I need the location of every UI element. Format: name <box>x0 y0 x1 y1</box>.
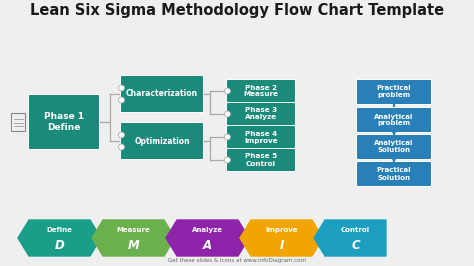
Text: Define: Define <box>46 227 73 233</box>
Polygon shape <box>92 220 175 256</box>
FancyBboxPatch shape <box>227 148 295 172</box>
Text: I: I <box>279 239 283 252</box>
Text: Phase 2
Measure: Phase 2 Measure <box>244 85 279 98</box>
Text: Analytical
problem: Analytical problem <box>374 114 414 127</box>
Text: Analytical
Solution: Analytical Solution <box>374 140 414 153</box>
Text: Phase 4
Improve: Phase 4 Improve <box>244 131 278 143</box>
Text: Phase 3
Analyze: Phase 3 Analyze <box>245 107 277 120</box>
FancyBboxPatch shape <box>227 102 295 126</box>
Text: Control: Control <box>341 227 370 233</box>
Text: Phase 1
Define: Phase 1 Define <box>44 112 84 132</box>
Text: Lean Six Sigma Methodology Flow Chart Template: Lean Six Sigma Methodology Flow Chart Te… <box>30 3 444 19</box>
FancyBboxPatch shape <box>356 107 431 132</box>
Polygon shape <box>314 220 386 256</box>
Circle shape <box>225 134 230 140</box>
Text: Practical
problem: Practical problem <box>377 85 411 98</box>
Circle shape <box>118 132 125 138</box>
Text: Improve: Improve <box>265 227 298 233</box>
Circle shape <box>225 157 230 163</box>
FancyBboxPatch shape <box>356 161 431 186</box>
Text: Analyze: Analyze <box>192 227 223 233</box>
FancyBboxPatch shape <box>227 126 295 148</box>
FancyBboxPatch shape <box>227 80 295 102</box>
FancyBboxPatch shape <box>356 80 431 105</box>
Text: Phase 5
Control: Phase 5 Control <box>245 153 277 167</box>
Polygon shape <box>18 220 101 256</box>
FancyBboxPatch shape <box>120 123 203 160</box>
Text: A: A <box>203 239 212 252</box>
Text: C: C <box>351 239 360 252</box>
FancyBboxPatch shape <box>356 135 431 160</box>
Circle shape <box>225 88 230 94</box>
Polygon shape <box>166 220 249 256</box>
Text: D: D <box>55 239 64 252</box>
Text: Optimization: Optimization <box>134 136 190 146</box>
Polygon shape <box>240 220 323 256</box>
Text: Characterization: Characterization <box>126 89 198 98</box>
Circle shape <box>225 111 230 117</box>
Circle shape <box>118 97 125 103</box>
FancyBboxPatch shape <box>28 94 100 149</box>
Text: M: M <box>128 239 139 252</box>
Text: Measure: Measure <box>117 227 150 233</box>
Circle shape <box>118 85 125 91</box>
Text: Practical
Solution: Practical Solution <box>377 168 411 181</box>
Circle shape <box>118 144 125 150</box>
Text: Get these slides & icons at www.infoDiagram.com: Get these slides & icons at www.infoDiag… <box>168 258 306 263</box>
FancyBboxPatch shape <box>120 76 203 113</box>
